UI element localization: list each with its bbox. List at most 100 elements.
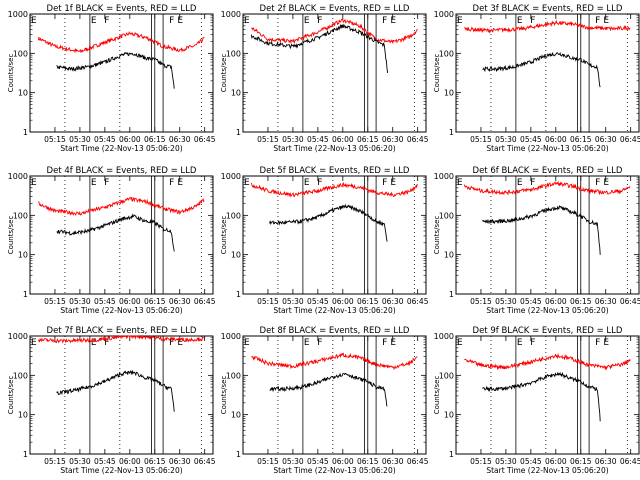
y-tick-label: 1000 [221, 10, 241, 19]
x-tick-label: 06:00 [332, 297, 354, 306]
flag-label: E [517, 338, 523, 348]
flag-label: F [169, 16, 174, 26]
flag-label: F [595, 178, 600, 188]
y-tick-label: 10 [444, 251, 454, 260]
events-series-line [56, 213, 175, 252]
plot-frame [455, 335, 640, 455]
flag-label: E [517, 16, 523, 26]
x-tick-label: 06:15 [144, 457, 166, 466]
flag-label: E [517, 178, 523, 188]
flag-label: F [104, 178, 109, 188]
plot-frame [242, 335, 427, 455]
y-tick-label: 100 [439, 49, 454, 58]
x-tick-label: 06:00 [119, 457, 141, 466]
flag-label: F [382, 338, 387, 348]
x-tick-label: 05:30 [69, 457, 91, 466]
lld-series-line [37, 334, 205, 344]
x-tick-label: 06:45 [194, 135, 216, 144]
y-tick-label: 10 [444, 89, 454, 98]
events-series-line [482, 371, 601, 422]
x-tick-label: 06:15 [357, 297, 379, 306]
y-tick-label: 1 [236, 128, 241, 137]
flag-label: E [603, 16, 609, 26]
x-tick-label: 06:15 [357, 457, 379, 466]
flag-label: E [177, 16, 183, 26]
y-axis-label: Counts/sec [7, 216, 15, 255]
y-tick-label: 10 [18, 251, 28, 260]
flag-label: F [530, 178, 535, 188]
x-tick-label: 05:45 [94, 297, 116, 306]
x-tick-label: 05:45 [94, 135, 116, 144]
flag-label: E [31, 178, 37, 188]
flag-label: F [317, 178, 322, 188]
flag-label: E [390, 16, 396, 26]
events-series-line [56, 51, 175, 89]
y-tick-label: 1000 [434, 332, 454, 341]
y-tick-label: 10 [231, 411, 241, 420]
y-axis-label: Counts/sec [7, 54, 15, 93]
flag-label: E [603, 178, 609, 188]
plot-frame [242, 13, 427, 133]
flag-label: F [317, 16, 322, 26]
plot-frame [455, 175, 640, 295]
flag-label: E [91, 178, 97, 188]
flag-label: F [104, 16, 109, 26]
x-tick-label: 05:15 [470, 457, 492, 466]
x-tick-label: 06:45 [194, 297, 216, 306]
flag-label: E [603, 338, 609, 348]
x-axis-label: Start Time (22-Nov-13 05:06:20) [486, 144, 608, 153]
x-tick-label: 06:30 [169, 135, 191, 144]
x-axis-label: Start Time (22-Nov-13 05:06:20) [273, 144, 395, 153]
lld-series-line [251, 352, 418, 371]
flag-label: E [457, 338, 463, 348]
flag-label: F [530, 16, 535, 26]
y-tick-label: 1 [23, 450, 28, 459]
x-tick-label: 06:30 [382, 135, 404, 144]
panel-title: Det 6f BLACK = Events, RED = LLD [473, 166, 623, 176]
x-tick-label: 06:45 [407, 297, 429, 306]
flag-label: F [169, 338, 174, 348]
flag-label: F [382, 178, 387, 188]
flag-label: F [382, 16, 387, 26]
x-tick-label: 05:30 [282, 297, 304, 306]
y-tick-label: 1 [449, 290, 454, 299]
x-axis-label: Start Time (22-Nov-13 05:06:20) [273, 306, 395, 315]
flag-label: E [31, 338, 37, 348]
x-tick-label: 06:30 [595, 135, 617, 144]
y-tick-label: 10 [231, 89, 241, 98]
x-tick-label: 06:00 [545, 135, 567, 144]
x-tick-label: 05:15 [257, 297, 279, 306]
x-tick-label: 06:30 [595, 457, 617, 466]
events-series-line [56, 370, 175, 412]
y-tick-label: 1 [236, 290, 241, 299]
plot-frame [29, 13, 214, 133]
plot-frame [29, 175, 214, 295]
panel-title: Det 5f BLACK = Events, RED = LLD [260, 166, 410, 176]
lld-series-line [250, 181, 418, 198]
y-axis-label: Counts/sec [7, 376, 15, 415]
y-tick-label: 1000 [221, 172, 241, 181]
y-tick-label: 1 [449, 128, 454, 137]
flag-label: E [91, 16, 97, 26]
x-tick-label: 06:45 [620, 297, 640, 306]
x-tick-label: 05:30 [282, 135, 304, 144]
x-axis-label: Start Time (22-Nov-13 05:06:20) [273, 466, 395, 475]
x-axis-label: Start Time (22-Nov-13 05:06:20) [60, 306, 182, 315]
x-axis-label: Start Time (22-Nov-13 05:06:20) [486, 466, 608, 475]
x-tick-label: 06:00 [545, 457, 567, 466]
x-tick-label: 06:45 [407, 457, 429, 466]
x-tick-label: 06:00 [545, 297, 567, 306]
y-tick-label: 1 [23, 290, 28, 299]
x-tick-label: 05:15 [470, 135, 492, 144]
panel-title: Det 3f BLACK = Events, RED = LLD [473, 4, 623, 14]
flag-label: F [104, 338, 109, 348]
x-tick-label: 05:15 [44, 135, 66, 144]
y-axis-label: Counts/sec [433, 54, 441, 93]
x-axis-label: Start Time (22-Nov-13 05:06:20) [60, 144, 182, 153]
y-axis-label: Counts/sec [433, 216, 441, 255]
flag-label: E [244, 178, 250, 188]
x-axis-label: Start Time (22-Nov-13 05:06:20) [60, 466, 182, 475]
